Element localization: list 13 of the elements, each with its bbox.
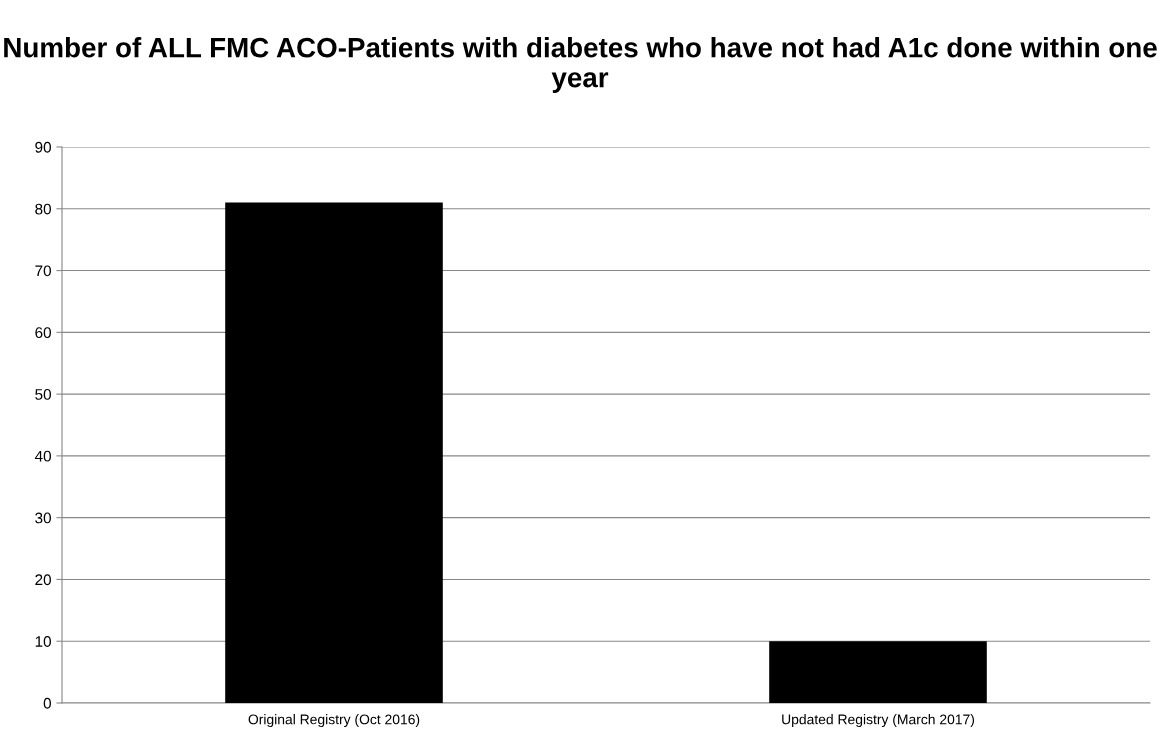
chart-title: Number of ALL FMC ACO-Patients with diabetes who have not had A1c done within one year — [4, 37, 1157, 93]
y-tick-label: 0 — [43, 697, 51, 709]
y-tick-label: 40 — [34, 450, 51, 462]
y-tick-label: 90 — [35, 141, 51, 153]
y-tick-label: 10 — [35, 636, 51, 647]
y-tick-label: 50 — [35, 388, 51, 400]
y-tick-label: 20 — [35, 574, 51, 586]
x-tick-label: Updated Registry (March 2017) — [782, 714, 975, 728]
x-tick-label: Original Registry (Oct 2016) — [248, 714, 420, 728]
y-tick-label: 60 — [35, 327, 51, 339]
y-tick-label: 30 — [35, 512, 51, 524]
y-tick-label: 70 — [35, 265, 51, 277]
y-tick-label: 80 — [35, 203, 51, 215]
